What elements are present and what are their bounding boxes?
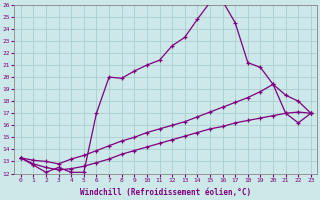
- X-axis label: Windchill (Refroidissement éolien,°C): Windchill (Refroidissement éolien,°C): [80, 188, 252, 197]
